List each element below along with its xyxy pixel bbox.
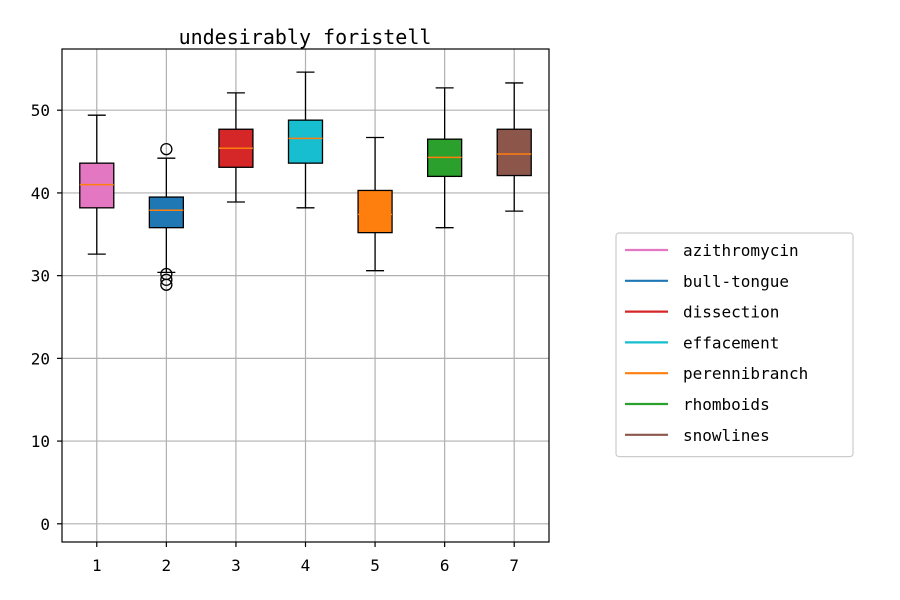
- legend-label-bull-tongue: bull-tongue: [683, 272, 789, 291]
- box-body: [148, 196, 185, 229]
- box-snowlines: [496, 82, 532, 212]
- x-tick-label: 3: [231, 556, 241, 575]
- legend-label-rhomboids: rhomboids: [683, 395, 770, 414]
- legend-label-perennibranch: perennibranch: [683, 364, 808, 383]
- outlier-point: [160, 142, 173, 156]
- legend-label-snowlines: snowlines: [683, 426, 770, 445]
- box-body: [79, 162, 115, 209]
- box-rhomboids: [426, 87, 463, 229]
- y-tick-label: 0: [40, 515, 50, 534]
- legend-label-effacement: effacement: [683, 333, 779, 352]
- x-tick-label: 6: [440, 556, 450, 575]
- x-tick-label: 5: [370, 556, 380, 575]
- box-body: [496, 128, 532, 177]
- y-tick-label: 30: [31, 267, 50, 286]
- x-axis: 1 2 3 4 5 6 7: [92, 542, 519, 575]
- legend: azithromycin bull-tongue dissection effacem…: [615, 232, 854, 458]
- box-dissection: [218, 92, 254, 203]
- x-tick-label: 7: [509, 556, 519, 575]
- x-tick-label: 1: [92, 556, 102, 575]
- box-body: [357, 189, 393, 234]
- y-tick-label: 50: [31, 101, 50, 120]
- legend-label-azithromycin: azithromycin: [683, 241, 799, 260]
- box-effacement: [287, 71, 324, 209]
- box-series: [79, 71, 532, 291]
- y-tick-label: 20: [31, 349, 50, 368]
- y-tick-label: 40: [31, 184, 50, 203]
- outlier-point: [160, 278, 173, 291]
- y-tick-label: 10: [31, 432, 50, 451]
- legend-frame: [615, 232, 854, 458]
- box-azithromycin: [79, 114, 115, 255]
- box-perennibranch: [357, 136, 393, 272]
- legend-label-dissection: dissection: [683, 303, 779, 322]
- box-bull-tongue: [148, 142, 185, 291]
- y-axis: 0 10 20 30 40 50: [31, 101, 62, 534]
- x-tick-label: 4: [301, 556, 311, 575]
- x-tick-label: 2: [162, 556, 172, 575]
- box-body: [287, 119, 324, 164]
- outlier-point: [160, 273, 173, 286]
- chart-title: undesirably foristell: [179, 25, 432, 49]
